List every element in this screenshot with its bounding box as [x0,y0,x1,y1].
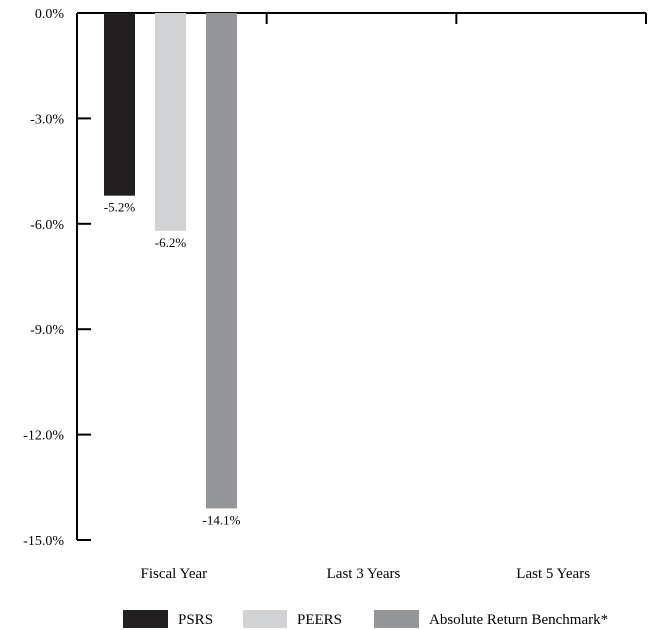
legend-label: PEERS [297,612,342,628]
legend-swatch [123,610,168,628]
x-category-label: Fiscal Year [140,566,207,582]
chart-bars [104,13,237,509]
y-tick-label: -15.0% [23,534,64,549]
bar [155,13,186,231]
bar [104,13,135,196]
legend-swatch [374,610,419,628]
bar-data-label: -6.2% [155,235,187,250]
legend-swatch [243,610,287,628]
y-tick-label: -6.0% [30,218,64,233]
legend-label: PSRS [178,612,213,628]
chart-data-labels: -5.2% -6.2% -14.1% [104,200,241,528]
x-category-label: Last 3 Years [327,566,401,582]
bar-data-label: -14.1% [203,512,241,527]
y-tick-label: -12.0% [23,429,64,444]
chart-legend: PSRS PEERS Absolute Return Benchmark* [123,610,608,628]
legend-label: Absolute Return Benchmark* [429,612,608,628]
y-tick-label: 0.0% [35,7,65,22]
x-axis-category-labels: Fiscal Year Last 3 Years Last 5 Years [140,566,590,582]
y-tick-label: -3.0% [30,112,64,127]
y-tick-label: -9.0% [30,323,64,338]
x-category-label: Last 5 Years [516,566,590,582]
bar-data-label: -5.2% [104,200,136,215]
y-axis-ticks: 0.0% -3.0% -6.0% -9.0% -12.0% -15.0% [23,7,91,549]
bar [206,13,237,509]
